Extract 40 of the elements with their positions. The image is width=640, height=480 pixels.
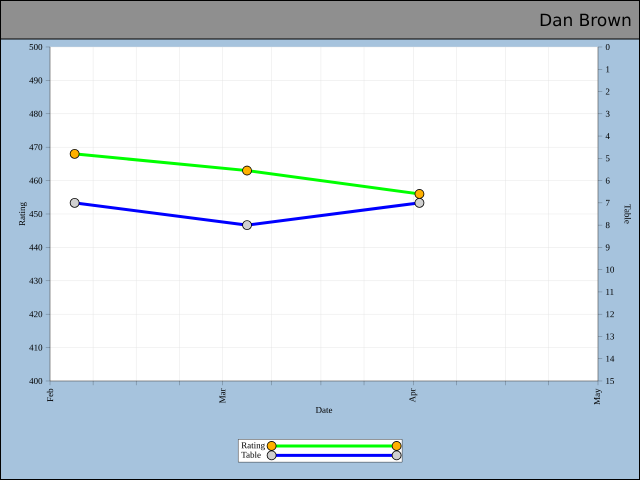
x-tick-label: Mar	[219, 388, 226, 404]
y-tick-label: 480	[29, 110, 42, 117]
y-tick-label: 460	[29, 178, 42, 184]
y2-tick-label: 2	[606, 88, 610, 94]
y2-axis-title: Table	[624, 204, 631, 224]
y2-tick-label: 15	[606, 378, 614, 384]
y2-tick-label: 0	[606, 44, 610, 50]
y2-tick-label: 6	[606, 178, 610, 184]
y2-tick-label: 14	[606, 356, 614, 362]
x-tick-label: Apr	[409, 388, 418, 402]
y-tick-label: 400	[29, 378, 42, 384]
y-tick-label: 470	[29, 144, 42, 150]
legend-label: Rating	[241, 442, 265, 450]
legend-label: Table	[241, 452, 261, 458]
chart-title: Dan Brown	[540, 14, 630, 26]
y2-tick-label: 9	[606, 244, 610, 250]
y2-tick-label: 8	[606, 222, 610, 228]
y-tick-label: 430	[29, 278, 42, 284]
y2-tick-label: 5	[606, 155, 610, 162]
point	[70, 148, 80, 159]
y2-tick-label: 10	[606, 266, 614, 273]
y-tick-label: 440	[29, 244, 42, 250]
y2-tick-label: 7	[606, 200, 610, 206]
y2-tick-label: 12	[606, 311, 614, 318]
y2-tick-label: 13	[606, 333, 614, 340]
y2-tick-label: 11	[606, 288, 614, 295]
y-tick-label: 500	[30, 44, 42, 50]
y2-tick-label: 1	[606, 66, 610, 72]
y-tick-label: 420	[29, 311, 42, 318]
y-tick-label: 450	[29, 210, 42, 218]
y-axis-title: Rating	[19, 202, 27, 226]
x-axis-title: Date	[316, 407, 332, 414]
y2-tick-label: 3	[606, 110, 610, 117]
x-tick-label: Feb	[46, 388, 54, 402]
y-tick-label: 410	[29, 344, 42, 351]
y-tick-label: 490	[29, 77, 42, 84]
x-tick-label: May	[594, 388, 602, 405]
y2-tick-label: 4	[606, 133, 610, 140]
point	[414, 189, 424, 199]
point	[242, 166, 252, 176]
